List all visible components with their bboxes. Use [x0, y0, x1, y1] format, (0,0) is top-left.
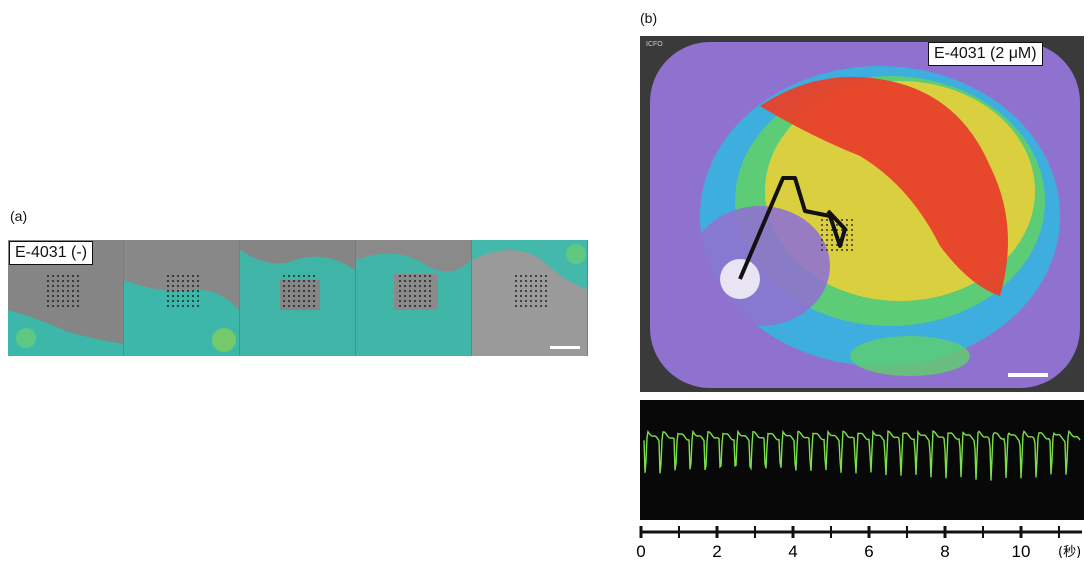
panel-a-image-strip: [8, 240, 588, 356]
axis-tick-label: 4: [788, 542, 797, 561]
frame-5: [472, 240, 587, 356]
propagation-path: [738, 176, 847, 280]
axis-tick-label: 2: [712, 542, 721, 561]
trace-line: [643, 429, 1081, 481]
frame-3: [240, 240, 355, 356]
axis-tick-label: 10: [1012, 542, 1031, 561]
axis-unit-label: (秒): [1058, 545, 1081, 560]
panel-b-label: (b): [640, 10, 658, 26]
scale-bar: [1008, 373, 1048, 377]
axis-tick-label: 0: [636, 542, 645, 561]
time-axis: 0 2 4 6 8 10 (秒): [630, 524, 1092, 563]
frame-4: [356, 240, 471, 356]
calcium-trace: [640, 400, 1084, 520]
scale-bar: [550, 346, 580, 349]
panel-b-condition-tag: E-4031 (2 μM): [928, 42, 1043, 66]
corner-text: ICFO: [646, 41, 663, 48]
axis-tick-label: 6: [864, 542, 873, 561]
frame-2: [124, 240, 239, 356]
panel-a-label: (a): [10, 208, 28, 224]
panel-a-condition-tag: E-4031 (-): [9, 241, 94, 265]
calcium-heatmap-image: ICFO: [640, 36, 1084, 392]
axis-tick-label: 8: [940, 542, 949, 561]
